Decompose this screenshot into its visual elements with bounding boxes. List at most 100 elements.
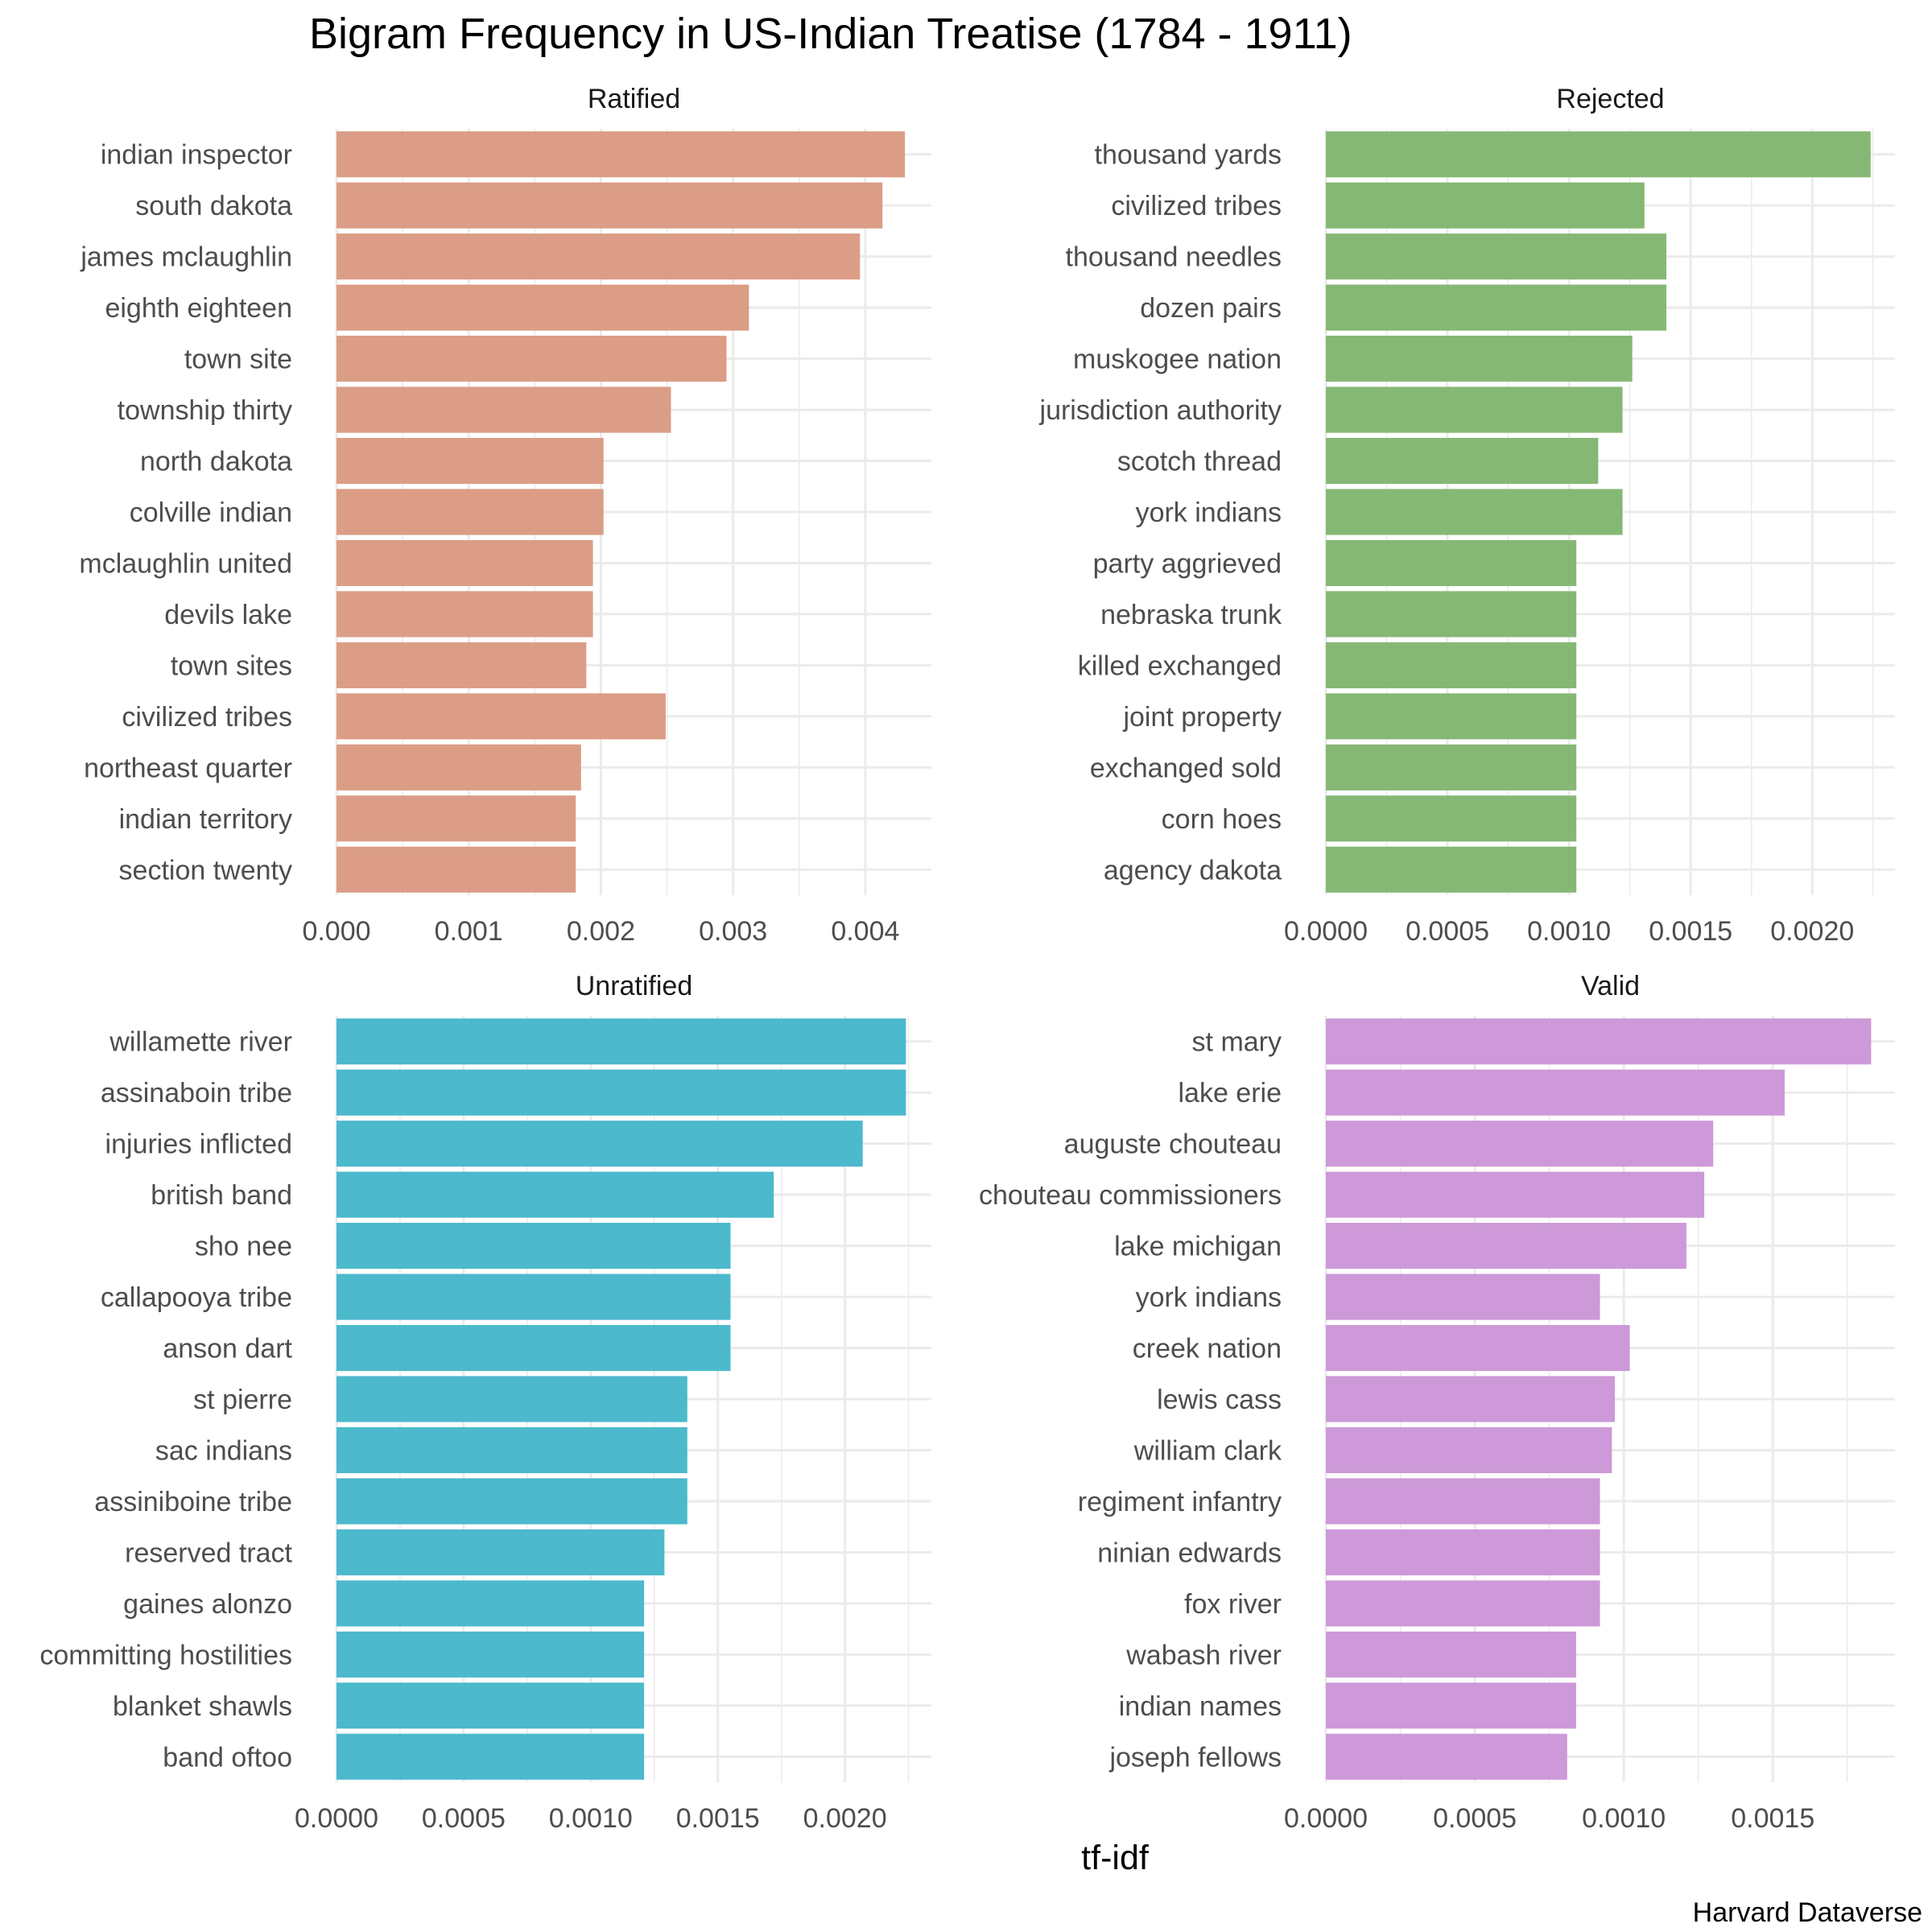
x-tick-label: 0.0000	[1284, 1803, 1368, 1834]
category-label: indian names	[1119, 1691, 1282, 1722]
category-label: william clark	[1133, 1435, 1282, 1466]
bar-corn-hoes	[1326, 795, 1577, 842]
category-label: joint property	[1122, 702, 1282, 733]
category-label: town sites	[171, 650, 292, 681]
category-label: willamette river	[109, 1027, 292, 1058]
bar-band-oftoo	[336, 1733, 645, 1780]
bar-committing-hostilities	[336, 1631, 645, 1678]
category-label: injuries inflicted	[105, 1129, 292, 1160]
category-label: lake michigan	[1114, 1232, 1282, 1262]
chart-caption: Harvard Dataverse	[1693, 1897, 1922, 1928]
bar-lake-michigan	[1326, 1223, 1686, 1269]
bar-scotch-thread	[1326, 437, 1599, 485]
x-tick-label: 0.0010	[549, 1803, 633, 1834]
category-label: ninian edwards	[1097, 1538, 1282, 1568]
panel-valid: Valid st mary lake erie auguste chouteau cho…	[979, 971, 1895, 1834]
bar-james-mclaughlin	[336, 233, 861, 280]
category-label: york indians	[1136, 1282, 1282, 1313]
category-label: anson dart	[163, 1334, 292, 1364]
category-label: civilized tribes	[122, 702, 292, 733]
x-tick-label: 0.0015	[1649, 916, 1732, 947]
chart-panels: Ratified indian inspector south dakota jame…	[39, 84, 1895, 1834]
bar-northeast-quarter	[336, 744, 581, 791]
panel-strip-label: Unratified	[576, 971, 693, 1001]
bar-nebraska-trunk	[1326, 591, 1577, 638]
bar-north-dakota	[336, 437, 604, 485]
bar-lewis-cass	[1326, 1376, 1616, 1422]
x-tick-label: 0.004	[831, 916, 899, 947]
x-tick-label: 0.000	[302, 916, 370, 947]
bar-injuries-inflicted	[336, 1121, 863, 1167]
panel-strip-label: Ratified	[588, 84, 680, 114]
bar-reserved-tract	[336, 1529, 665, 1575]
bar-st-mary	[1326, 1018, 1872, 1065]
category-label: british band	[151, 1180, 292, 1211]
category-label: creek nation	[1133, 1334, 1282, 1364]
x-tick-label: 0.0000	[295, 1803, 378, 1834]
category-label: auguste chouteau	[1064, 1129, 1282, 1160]
x-tick-label: 0.0010	[1527, 916, 1611, 947]
bar-jurisdiction-authority	[1326, 386, 1623, 433]
bar-party-aggrieved	[1326, 539, 1577, 587]
category-label: chouteau commissioners	[979, 1180, 1282, 1211]
category-label: assinaboin tribe	[101, 1078, 292, 1108]
bar-killed-exchanged	[1326, 642, 1577, 688]
category-label: indian territory	[119, 804, 292, 835]
category-label: indian inspector	[101, 140, 292, 171]
category-label: section twenty	[119, 855, 292, 886]
bar-indian-territory	[336, 795, 576, 842]
bar-assiniboine-tribe	[336, 1478, 687, 1525]
bar-gaines-alonzo	[336, 1580, 645, 1627]
category-label: blanket shawls	[113, 1691, 292, 1722]
bar-sho-nee	[336, 1223, 731, 1269]
panel-strip-label: Rejected	[1556, 84, 1664, 114]
x-tick-label: 0.001	[435, 916, 503, 947]
category-label: devils lake	[164, 600, 292, 630]
category-label: thousand yards	[1095, 140, 1282, 171]
category-label: north dakota	[140, 447, 292, 477]
bar-indian-inspector	[336, 131, 906, 178]
bar-creek-nation	[1326, 1324, 1630, 1372]
category-label: lake erie	[1178, 1078, 1282, 1108]
bar-thousand-needles	[1326, 233, 1666, 280]
x-tick-label: 0.0015	[1731, 1803, 1814, 1834]
x-tick-label: 0.0010	[1582, 1803, 1666, 1834]
bar-eighth-eighteen	[336, 284, 749, 331]
category-label: st pierre	[193, 1385, 292, 1415]
bar-st-pierre	[336, 1376, 687, 1422]
category-label: wabash river	[1125, 1640, 1282, 1670]
x-tick-label: 0.0000	[1284, 916, 1368, 947]
x-tick-label: 0.0020	[1770, 916, 1854, 947]
category-label: corn hoes	[1162, 804, 1282, 835]
category-label: fox river	[1184, 1589, 1282, 1620]
category-label: committing hostilities	[39, 1640, 292, 1670]
category-label: thousand needles	[1066, 242, 1282, 273]
category-label: colville indian	[130, 497, 292, 528]
bar-wabash-river	[1326, 1631, 1576, 1678]
bar-willamette-river	[336, 1018, 906, 1065]
bar-joint-property	[1326, 693, 1577, 740]
bar-colville-indian	[336, 489, 604, 535]
category-label: civilized tribes	[1111, 191, 1282, 221]
category-label: joseph fellows	[1108, 1742, 1282, 1773]
bar-assinaboin-tribe	[336, 1069, 906, 1116]
bar-civilized-tribes	[336, 693, 666, 740]
category-label: south dakota	[135, 191, 292, 221]
category-label: st mary	[1192, 1027, 1282, 1058]
category-label: band oftoo	[163, 1742, 292, 1773]
category-label: callapooya tribe	[101, 1282, 292, 1313]
bar-township-thirty	[336, 386, 671, 433]
category-label: scotch thread	[1117, 447, 1282, 477]
bar-lake-erie	[1326, 1069, 1785, 1116]
bar-section-twenty	[336, 846, 576, 893]
category-label: nebraska trunk	[1100, 600, 1282, 630]
bar-devils-lake	[336, 591, 593, 638]
category-label: township thirty	[118, 395, 292, 426]
x-tick-label: 0.0020	[803, 1803, 887, 1834]
bar-york-indians	[1326, 489, 1623, 535]
x-tick-label: 0.0005	[1433, 1803, 1517, 1834]
bar-mclaughlin-united	[336, 539, 593, 587]
bar-auguste-chouteau	[1326, 1121, 1714, 1167]
panel-unratified: Unratified willamette river assinaboin tri…	[39, 971, 931, 1834]
